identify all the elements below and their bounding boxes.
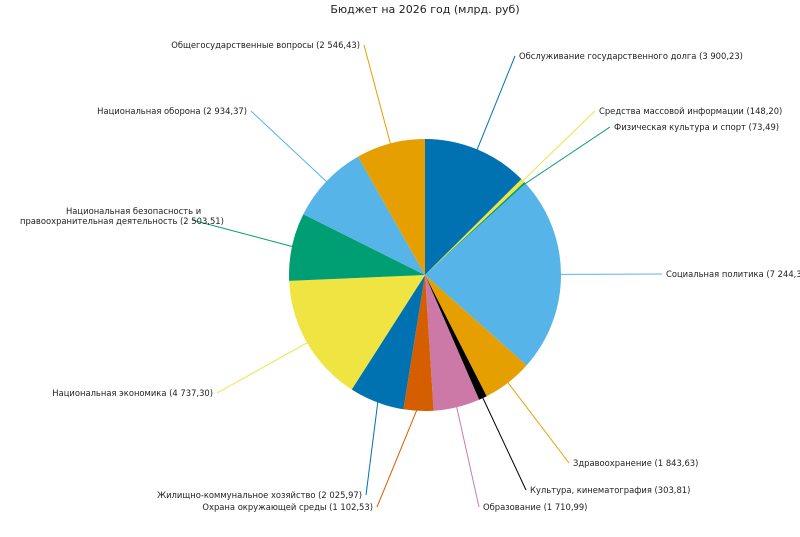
slice-label-национальная-безопасность-и-правоохранительная-деятельность: Национальная безопасность и правоохраните… <box>20 206 224 226</box>
pie-slices <box>289 139 561 412</box>
leader-line-10 <box>216 339 313 394</box>
slice-label-здравоохранение: Здравоохранение (1 843,63) <box>573 458 698 468</box>
slice-labels: Обслуживание государственного долга (3 9… <box>20 40 800 512</box>
pie-slice-9 <box>351 275 425 410</box>
pie-slice-3 <box>425 182 526 275</box>
slice-label-охрана-окружающей-среды: Охрана окружающей среды (1 102,53) <box>202 502 373 512</box>
leader-line-5 <box>504 378 570 464</box>
leader-line-6 <box>480 392 527 491</box>
pie-slice-4 <box>425 183 561 366</box>
pie-slice-10 <box>289 275 425 390</box>
leader-line-7 <box>455 401 480 508</box>
slice-label-общегосударственные-вопросы: Общегосударственные вопросы (2 546,43) <box>171 40 360 50</box>
leader-line-1 <box>474 55 516 155</box>
pie-slice-13 <box>358 139 425 275</box>
pie-slice-2 <box>425 179 525 275</box>
pie-slice-1 <box>425 139 522 275</box>
pie-slice-11 <box>289 214 425 281</box>
slice-label-образование: Образование (1 710,99) <box>483 502 587 512</box>
leader-line-8 <box>376 405 420 508</box>
pie-slice-5 <box>425 275 527 397</box>
slice-label-физическая-культура-и-спорт: Физическая культура и спорт (73,49) <box>614 122 779 132</box>
leader-lines <box>191 44 663 508</box>
leader-line-2 <box>518 110 596 185</box>
pie-slice-8 <box>403 275 434 412</box>
leader-line-13 <box>363 44 393 149</box>
chart-title: Бюджет на 2026 год (млрд. руб) <box>330 3 519 16</box>
slice-label-национальная-оборона: Национальная оборона (2 934,37) <box>97 106 247 116</box>
leader-line-11 <box>191 219 298 249</box>
slice-label-национальная-экономика: Национальная экономика (4 737,30) <box>52 388 213 398</box>
pie-slice-7 <box>425 275 480 411</box>
slice-label-обслуживание-государственного-долга: Обслуживание государственного долга (3 9… <box>519 51 743 61</box>
pie-slice-12 <box>303 156 425 275</box>
slice-label-культура-кинематография: Культура, кинематография (303,81) <box>530 485 690 495</box>
slice-label-жилищно-коммунальное-хозяйство: Жилищно-коммунальное хозяйство (2 025,97… <box>157 490 362 500</box>
leader-line-12 <box>250 110 331 186</box>
pie-slice-6 <box>425 275 487 400</box>
leader-line-9 <box>365 396 379 496</box>
slice-label-средства-массовой-информации: Средства массовой информации (148,20) <box>599 106 782 116</box>
slice-label-социальная-политика: Социальная политика (7 244,33) <box>666 269 800 279</box>
leader-line-3 <box>520 126 611 187</box>
